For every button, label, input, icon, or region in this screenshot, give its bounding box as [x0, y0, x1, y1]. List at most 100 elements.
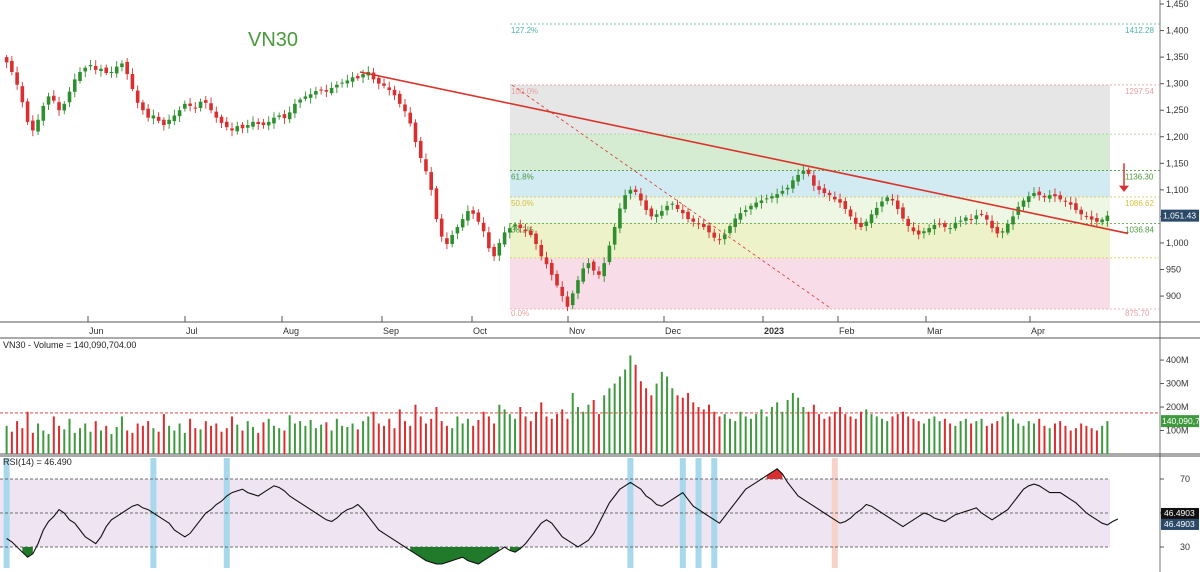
volume-bar-193	[1017, 423, 1020, 454]
candle-body-3	[20, 86, 25, 103]
candle-body-24	[130, 74, 135, 89]
candle-body-26	[141, 102, 145, 111]
volume-bar-57	[304, 425, 307, 454]
candle-31	[167, 114, 171, 129]
volume-bar-151	[797, 397, 800, 454]
volume-bar-85	[451, 428, 454, 454]
volume-bar-63	[335, 418, 338, 454]
candle-body-153	[806, 169, 811, 174]
volume-bar-1	[10, 431, 13, 454]
candle-body-61	[324, 90, 329, 92]
candle-170	[895, 194, 900, 215]
candle-135	[712, 228, 717, 242]
candle-body-187	[985, 215, 989, 220]
candle-body-162	[853, 217, 858, 224]
candle-177	[932, 219, 937, 235]
volume-bar-53	[283, 430, 286, 454]
volume-bar-11	[63, 429, 66, 454]
candle-body-93	[492, 246, 496, 257]
candle-21	[114, 61, 119, 78]
candle-152	[801, 165, 806, 180]
candle-body-94	[497, 242, 502, 256]
volume-bar-197	[1038, 418, 1041, 454]
fib-zone-2	[510, 170, 1110, 197]
volume-bar-150	[791, 392, 794, 454]
volume-bar-134	[708, 404, 711, 454]
candle-body-156	[822, 188, 827, 194]
volume-bar-191	[1006, 411, 1009, 454]
volume-bar-6	[37, 423, 40, 454]
candle-body-88	[466, 211, 470, 221]
candle-body-113	[597, 271, 601, 275]
candle-151	[796, 169, 800, 186]
candle-body-175	[922, 231, 926, 234]
candle-body-194	[1021, 200, 1026, 207]
candle-body-164	[864, 221, 869, 226]
candle-131	[691, 215, 696, 227]
candle-body-111	[586, 263, 591, 269]
volume-bar-18	[99, 430, 102, 454]
candle-body-60	[319, 89, 323, 91]
volume-bar-141	[744, 416, 747, 454]
candle-75	[397, 90, 402, 108]
candle-body-74	[392, 89, 397, 96]
volume-bar-70	[372, 411, 375, 454]
rsi-last-tag-0	[1161, 507, 1199, 519]
candle-body-191	[1005, 223, 1010, 233]
candle-body-167	[880, 201, 884, 207]
candle-body-114	[602, 263, 606, 277]
volume-bar-165	[870, 414, 873, 454]
candle-body-31	[167, 119, 171, 125]
price-ytick-label-3: 1,300	[1166, 79, 1189, 89]
volume-bar-137	[723, 414, 726, 454]
volume-bar-200	[1053, 423, 1056, 454]
volume-ytick-label-0: 400M	[1166, 355, 1189, 365]
volume-bar-37	[199, 429, 202, 454]
candle-body-107	[565, 296, 570, 307]
volume-bar-96	[508, 414, 511, 454]
candle-98	[518, 219, 523, 233]
candle-4	[25, 98, 30, 125]
candle-128	[675, 199, 680, 213]
candle-29	[156, 112, 161, 124]
candle-187	[985, 211, 989, 226]
candle-body-179	[943, 223, 947, 228]
volume-bar-170	[896, 414, 899, 454]
candle-body-25	[135, 90, 140, 103]
candle-body-145	[764, 198, 769, 200]
candle-body-115	[607, 245, 612, 263]
fib-ratio-label-1: 100.0%	[511, 87, 538, 96]
candle-140	[738, 207, 743, 224]
candle-body-148	[780, 190, 785, 194]
candle-body-189	[995, 226, 1000, 234]
volume-bar-31	[168, 425, 171, 454]
volume-bar-54	[288, 415, 291, 454]
month-label-5: Nov	[569, 326, 586, 336]
price-ytick-label-6: 1,150	[1166, 158, 1189, 168]
volume-bar-23	[126, 430, 129, 454]
candle-46	[245, 119, 250, 133]
candle-body-154	[812, 175, 816, 186]
candle-body-174	[916, 230, 921, 235]
candle-108	[570, 290, 575, 310]
volume-bar-130	[687, 392, 690, 454]
volume-bar-94	[498, 404, 501, 454]
candle-body-46	[245, 125, 250, 128]
candle-body-14	[78, 71, 82, 81]
candle-body-140	[738, 213, 743, 220]
candle-body-207	[1089, 216, 1094, 220]
volume-last-tag	[1161, 415, 1199, 428]
volume-bar-149	[786, 400, 789, 454]
volume-bar-116	[613, 383, 616, 454]
candle-74	[392, 85, 397, 101]
candle-37	[198, 98, 203, 112]
volume-bar-34	[183, 432, 186, 454]
candle-body-87	[460, 219, 465, 228]
volume-ytick-label-3: 100M	[1166, 426, 1189, 436]
volume-bar-58	[309, 419, 312, 454]
candle-204	[1074, 197, 1078, 214]
candle-body-108	[570, 293, 575, 306]
candle-27	[146, 104, 150, 122]
candle-196	[1032, 187, 1036, 199]
volume-bar-22	[120, 416, 123, 454]
